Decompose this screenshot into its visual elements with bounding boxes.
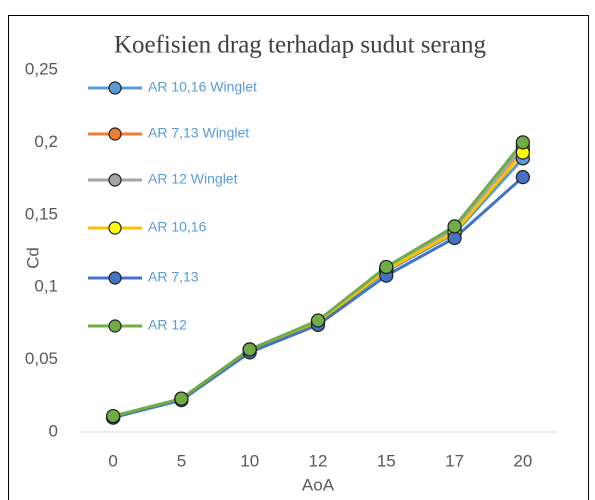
legend-swatch-marker — [108, 173, 122, 187]
chart-frame — [8, 15, 589, 500]
x-tick-label: 12 — [309, 451, 328, 470]
legend-label: AR 7,13 — [148, 269, 199, 285]
legend-swatch-marker — [108, 221, 122, 235]
data-point — [242, 342, 257, 357]
data-point — [515, 135, 530, 150]
chart-title: Koefisien drag terhadap sudut serang — [114, 32, 487, 59]
y-tick-label: 0 — [49, 421, 58, 440]
y-tick-label: 0,15 — [25, 204, 58, 223]
legend-label: AR 12 — [148, 317, 187, 333]
legend-swatch-marker — [108, 81, 122, 95]
data-point — [310, 313, 326, 328]
legend-swatch-marker — [108, 127, 122, 141]
legend-swatch-marker — [108, 319, 122, 333]
x-axis-label: AoA — [302, 475, 335, 494]
data-point — [447, 219, 462, 234]
data-point — [379, 259, 394, 275]
x-tick-label: 10 — [240, 451, 259, 470]
data-point — [174, 391, 189, 406]
legend-label: AR 7,13 Winglet — [148, 125, 249, 141]
data-point — [515, 170, 530, 185]
y-tick-label: 0,05 — [25, 349, 58, 368]
legend-label: AR 12 Winglet — [148, 171, 238, 187]
x-tick-label: 15 — [377, 451, 396, 470]
legend-label: AR 10,16 — [148, 219, 207, 235]
x-tick-label: 5 — [177, 451, 186, 470]
x-tick-label: 20 — [513, 451, 532, 470]
legend-swatch-marker — [108, 271, 122, 285]
legend-label: AR 10,16 Winglet — [148, 79, 257, 95]
y-tick-label: 0,2 — [34, 132, 58, 151]
data-point — [106, 408, 121, 424]
y-tick-label: 0,25 — [25, 59, 58, 78]
x-tick-label: 0 — [108, 451, 117, 470]
y-tick-label: 0,1 — [34, 277, 58, 296]
x-tick-label: 17 — [445, 451, 464, 470]
y-axis-label: Cd — [23, 247, 42, 269]
